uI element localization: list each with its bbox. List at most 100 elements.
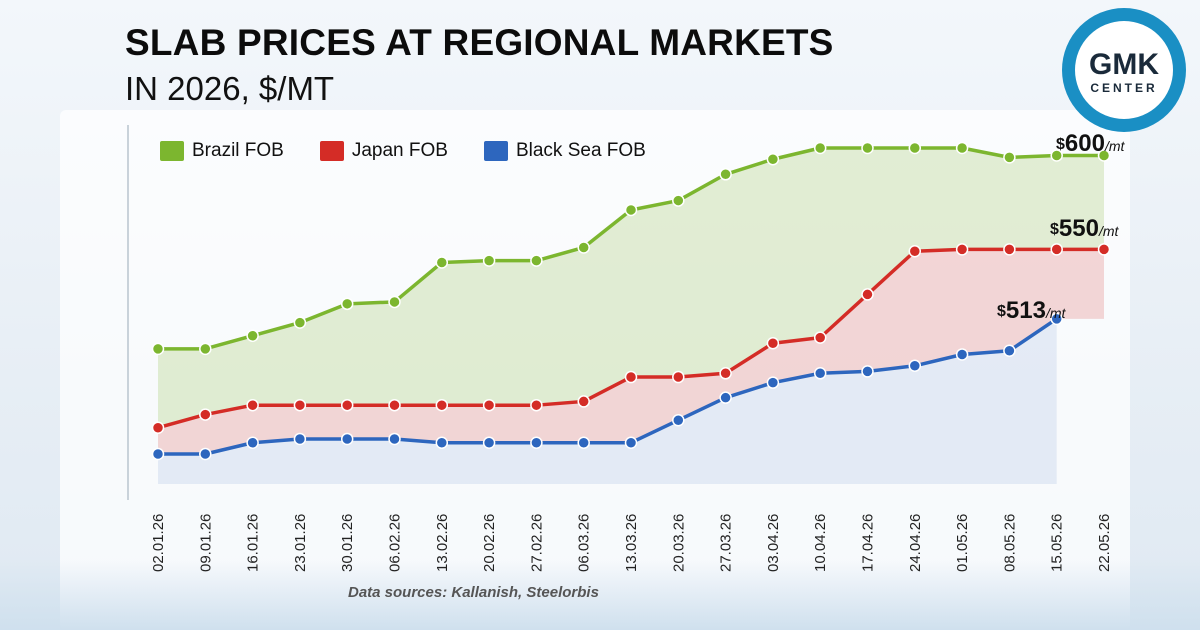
data-point-blacksea — [293, 432, 307, 446]
price-label-japan: $550/mt — [1050, 215, 1118, 243]
logo-inner-circle — [1075, 21, 1173, 119]
x-tick-label: 01.05.26 — [954, 514, 971, 572]
legend-swatch-japan — [319, 141, 344, 161]
data-point-blacksea — [1050, 312, 1063, 326]
legend-label-blacksea: Black Sea FOB — [515, 140, 646, 161]
data-point-japan — [340, 398, 354, 412]
data-point-brazil — [908, 141, 922, 155]
data-source-note: Data sources: Kallanish, Steelorbis — [348, 584, 599, 601]
series-line-blacksea — [158, 317, 1058, 456]
x-tick-label: 30.01.26 — [339, 514, 356, 572]
data-point-brazil — [672, 194, 685, 207]
data-point-blacksea — [766, 376, 780, 389]
data-point-brazil — [813, 141, 827, 155]
x-tick-label: 27.03.26 — [718, 514, 735, 572]
legend-label-brazil: Brazil FOB — [192, 140, 284, 161]
x-tick-label: 10.04.26 — [812, 514, 829, 572]
x-tick-label: 23.01.26 — [292, 514, 309, 572]
x-tick-label: 03.04.26 — [765, 514, 782, 572]
price-label-blacksea: $513/mt — [997, 297, 1065, 325]
data-point-brazil — [1050, 149, 1063, 162]
x-tick-label: 09.01.26 — [197, 514, 214, 572]
data-point-brazil — [340, 297, 354, 311]
data-point-japan — [388, 398, 401, 412]
legend-swatch-brazil — [160, 141, 184, 161]
data-point-brazil — [388, 295, 401, 309]
x-tick-label: 15.05.26 — [1049, 514, 1066, 572]
x-tick-label: 17.04.26 — [860, 514, 877, 572]
data-point-brazil — [1097, 149, 1111, 162]
legend-label-japan: Japan FOB — [351, 140, 448, 161]
price-value: 600 — [1064, 130, 1105, 157]
logo-text-gmk: GMK — [1089, 48, 1159, 81]
data-point-blacksea — [435, 436, 449, 449]
data-point-brazil — [766, 153, 780, 166]
chart-title: SLAB PRICES AT REGIONAL MARKETS — [125, 22, 834, 63]
x-tick-label: 08.05.26 — [1001, 514, 1018, 572]
data-point-blacksea — [672, 413, 685, 427]
data-point-japan — [1003, 243, 1016, 256]
x-tick-label: 06.02.26 — [387, 514, 404, 572]
legend-item-japan: Japan FOB — [319, 140, 448, 162]
area-fill-blacksea — [158, 318, 1057, 484]
data-point-japan — [719, 367, 732, 380]
data-point-blacksea — [388, 432, 401, 446]
gmk-center-logo: GMK CENTER — [1062, 8, 1186, 132]
data-point-japan — [624, 370, 638, 384]
data-point-blacksea — [246, 436, 259, 449]
x-tick-label: 27.02.26 — [528, 514, 545, 572]
price-currency: $ — [997, 303, 1006, 320]
data-point-blacksea — [151, 447, 165, 461]
x-tick-label: 20.02.26 — [481, 514, 498, 572]
data-point-japan — [435, 398, 449, 412]
x-tick-label: 06.03.26 — [576, 514, 593, 572]
data-point-blacksea — [577, 436, 590, 449]
data-point-brazil — [530, 254, 543, 267]
x-tick-label: 20.03.26 — [670, 514, 687, 572]
price-value: 550 — [1058, 215, 1099, 242]
price-currency: $ — [1056, 136, 1065, 153]
data-point-brazil — [577, 241, 590, 254]
data-point-japan — [482, 398, 496, 412]
data-point-brazil — [1003, 151, 1016, 164]
data-point-brazil — [151, 342, 165, 356]
data-point-blacksea — [1003, 344, 1016, 357]
x-tick-label: 16.01.26 — [245, 514, 262, 572]
price-value: 513 — [1005, 297, 1046, 324]
data-point-japan — [151, 421, 165, 434]
data-point-japan — [672, 370, 685, 384]
data-point-japan — [908, 245, 922, 258]
data-point-japan — [766, 336, 780, 350]
data-point-japan — [813, 331, 827, 344]
price-label-brazil: $600/mt — [1056, 130, 1124, 158]
data-point-brazil — [482, 254, 496, 267]
chart-subtitle: IN 2026, $/MT — [125, 70, 335, 107]
data-point-blacksea — [624, 436, 638, 449]
x-tick-label: 02.01.26 — [150, 514, 167, 572]
data-point-japan — [1097, 243, 1111, 256]
data-point-blacksea — [908, 359, 922, 373]
data-point-japan — [861, 288, 874, 301]
data-point-brazil — [199, 342, 212, 356]
x-tick-label: 22.05.26 — [1096, 514, 1113, 572]
chart-background-panel — [60, 110, 1130, 630]
data-point-brazil — [955, 141, 969, 155]
data-point-japan — [577, 395, 590, 408]
data-point-japan — [246, 398, 259, 412]
legend-item-brazil: Brazil FOB — [160, 140, 284, 162]
data-point-japan — [199, 408, 212, 421]
price-currency: $ — [1050, 221, 1059, 238]
background-sea — [0, 560, 1200, 630]
area-fill-brazil — [158, 148, 1104, 428]
data-point-blacksea — [719, 391, 732, 404]
data-point-blacksea — [340, 432, 354, 446]
data-point-blacksea — [530, 436, 543, 449]
data-point-blacksea — [861, 365, 874, 378]
data-point-brazil — [719, 168, 732, 181]
price-unit: /mt — [1098, 223, 1119, 239]
data-point-brazil — [246, 329, 259, 342]
legend: Brazil FOB Japan FOB Black Sea FOB — [160, 140, 646, 162]
data-point-brazil — [293, 316, 307, 329]
price-unit: /mt — [1045, 305, 1066, 321]
data-point-japan — [955, 243, 969, 256]
